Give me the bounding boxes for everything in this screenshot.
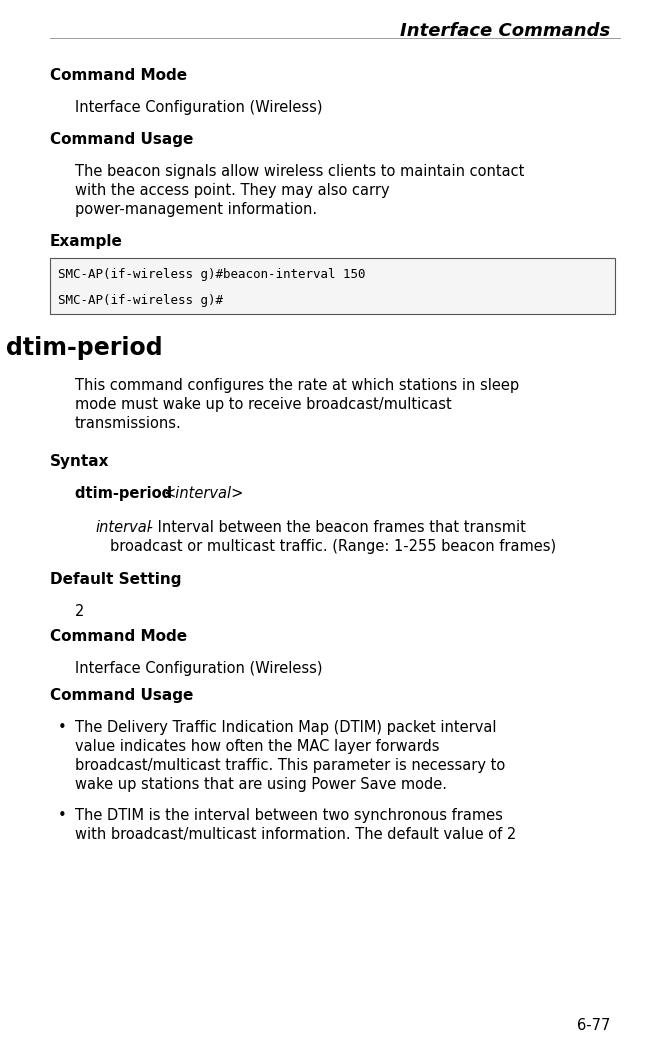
Text: The Delivery Traffic Indication Map (DTIM) packet interval: The Delivery Traffic Indication Map (DTI… [75, 720, 497, 735]
Text: with broadcast/multicast information. The default value of 2: with broadcast/multicast information. Th… [75, 827, 516, 842]
Text: dtim-period: dtim-period [6, 336, 163, 360]
Text: <interval>: <interval> [163, 486, 243, 502]
Text: SMC-AP(if-wireless g)#beacon-interval 150: SMC-AP(if-wireless g)#beacon-interval 15… [58, 268, 365, 281]
Text: •: • [58, 720, 67, 735]
Text: Command Usage: Command Usage [50, 688, 193, 703]
Text: Command Usage: Command Usage [50, 132, 193, 147]
Text: value indicates how often the MAC layer forwards: value indicates how often the MAC layer … [75, 739, 440, 754]
Text: Example: Example [50, 233, 123, 249]
Text: broadcast/multicast traffic. This parameter is necessary to: broadcast/multicast traffic. This parame… [75, 758, 505, 773]
Text: Syntax: Syntax [50, 454, 110, 469]
Text: •: • [58, 808, 67, 823]
Text: The beacon signals allow wireless clients to maintain contact: The beacon signals allow wireless client… [75, 164, 524, 179]
Text: - Interval between the beacon frames that transmit: - Interval between the beacon frames tha… [143, 520, 526, 535]
Text: mode must wake up to receive broadcast/multicast: mode must wake up to receive broadcast/m… [75, 397, 452, 413]
Text: SMC-AP(if-wireless g)#: SMC-AP(if-wireless g)# [58, 294, 223, 307]
Text: Command Mode: Command Mode [50, 68, 187, 83]
Text: Interface Commands: Interface Commands [399, 22, 610, 40]
Text: transmissions.: transmissions. [75, 416, 182, 431]
Text: The DTIM is the interval between two synchronous frames: The DTIM is the interval between two syn… [75, 808, 503, 823]
Text: dtim-period: dtim-period [75, 486, 177, 502]
Text: Interface Configuration (Wireless): Interface Configuration (Wireless) [75, 101, 323, 115]
Text: 6-77: 6-77 [577, 1018, 610, 1033]
Text: Command Mode: Command Mode [50, 629, 187, 644]
Text: wake up stations that are using Power Save mode.: wake up stations that are using Power Sa… [75, 777, 447, 792]
Bar [50, 258, 615, 314]
Text: broadcast or multicast traffic. (Range: 1-255 beacon frames): broadcast or multicast traffic. (Range: … [110, 539, 556, 554]
Text: interval: interval [95, 520, 151, 535]
Text: Default Setting: Default Setting [50, 572, 181, 587]
Text: with the access point. They may also carry: with the access point. They may also car… [75, 183, 390, 198]
Text: This command configures the rate at which stations in sleep: This command configures the rate at whic… [75, 378, 519, 393]
Text: power-management information.: power-management information. [75, 202, 317, 217]
Text: 2: 2 [75, 604, 84, 619]
Text: Interface Configuration (Wireless): Interface Configuration (Wireless) [75, 661, 323, 676]
